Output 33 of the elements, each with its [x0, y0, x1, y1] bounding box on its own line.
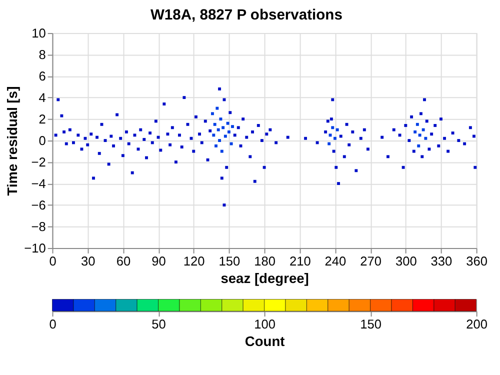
- x-tick-label: 180: [254, 253, 276, 268]
- x-tick-label: 150: [218, 253, 240, 268]
- y-tick-label: 0: [38, 132, 46, 148]
- x-tick-label: 0: [49, 253, 56, 268]
- y-tick-label: −4: [31, 176, 46, 191]
- y-tick-label: −8: [31, 218, 46, 234]
- y-tick-label: −10: [24, 240, 46, 256]
- x-tick-label: 270: [360, 253, 382, 268]
- y-tick-label: 6: [38, 68, 46, 84]
- x-tick-label: 60: [116, 253, 131, 268]
- color-bar-label: 100: [254, 316, 276, 332]
- y-axis-title: Time residual [s]: [5, 86, 20, 196]
- y-tick-label: −6: [31, 197, 46, 212]
- color-bar-label: 0: [49, 316, 56, 332]
- chart-title: W18A, 8827 P observations: [150, 8, 342, 24]
- x-tick-label: 90: [152, 253, 166, 268]
- x-tick-label: 120: [183, 253, 205, 268]
- y-tick-label: 8: [38, 46, 46, 62]
- x-tick-label: 210: [289, 253, 311, 268]
- x-tick-label: 360: [466, 253, 488, 268]
- x-tick-label: 330: [430, 253, 452, 268]
- y-tick-label: −2: [31, 154, 46, 170]
- y-tick-label: 2: [38, 111, 46, 126]
- x-tick-label: 30: [80, 253, 96, 268]
- y-tick-label: 4: [38, 90, 46, 105]
- color-bar-title: Count: [244, 334, 286, 350]
- x-axis-title: seaz [degree]: [220, 271, 309, 286]
- x-tick-label: 300: [395, 253, 417, 268]
- y-tick-label: 10: [32, 25, 46, 40]
- x-tick-label: 240: [324, 253, 346, 268]
- color-bar-label: 200: [466, 316, 488, 332]
- color-bar-label: 150: [360, 316, 382, 332]
- color-bar-label: 50: [152, 316, 166, 332]
